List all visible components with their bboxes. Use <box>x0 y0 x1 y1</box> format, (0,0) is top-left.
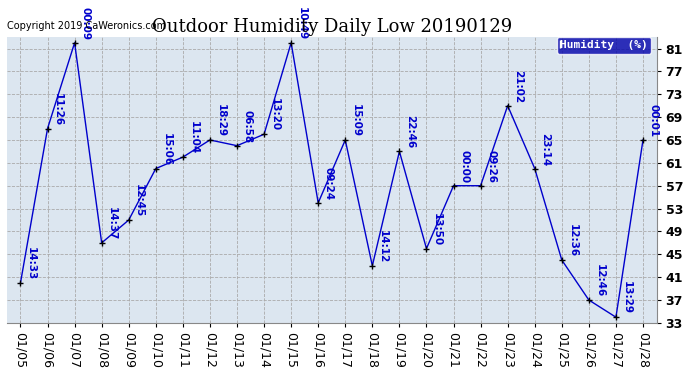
Text: 23:14: 23:14 <box>540 132 551 166</box>
Text: 21:02: 21:02 <box>513 70 523 103</box>
Text: 00:00: 00:00 <box>459 150 469 183</box>
Text: 14:33: 14:33 <box>26 247 36 280</box>
Text: 09:24: 09:24 <box>324 167 334 200</box>
Text: 11:04: 11:04 <box>188 121 199 154</box>
Text: 09:26: 09:26 <box>486 150 496 183</box>
Text: 06:58: 06:58 <box>243 110 253 143</box>
Text: 14:37: 14:37 <box>107 207 117 240</box>
Text: 12:46: 12:46 <box>594 264 604 297</box>
Title: Outdoor Humidity Daily Low 20190129: Outdoor Humidity Daily Low 20190129 <box>152 18 512 36</box>
Legend: Humidity  (%): Humidity (%) <box>557 37 651 54</box>
Text: 14:12: 14:12 <box>378 230 388 263</box>
Text: 10:49: 10:49 <box>297 7 306 40</box>
Text: 11:26: 11:26 <box>53 93 63 126</box>
Text: 12:45: 12:45 <box>135 184 144 217</box>
Text: 13:50: 13:50 <box>432 213 442 246</box>
Text: 13:29: 13:29 <box>622 281 631 314</box>
Text: 13:20: 13:20 <box>270 98 279 132</box>
Text: 15:09: 15:09 <box>351 104 361 137</box>
Text: Copyright 2019 CaWeronics.com: Copyright 2019 CaWeronics.com <box>7 21 166 32</box>
Text: 00:01: 00:01 <box>649 104 658 137</box>
Text: 18:29: 18:29 <box>215 104 226 137</box>
Text: 15:06: 15:06 <box>161 133 171 166</box>
Text: 12:36: 12:36 <box>567 224 578 257</box>
Text: 00:09: 00:09 <box>80 7 90 40</box>
Text: 22:46: 22:46 <box>405 116 415 148</box>
